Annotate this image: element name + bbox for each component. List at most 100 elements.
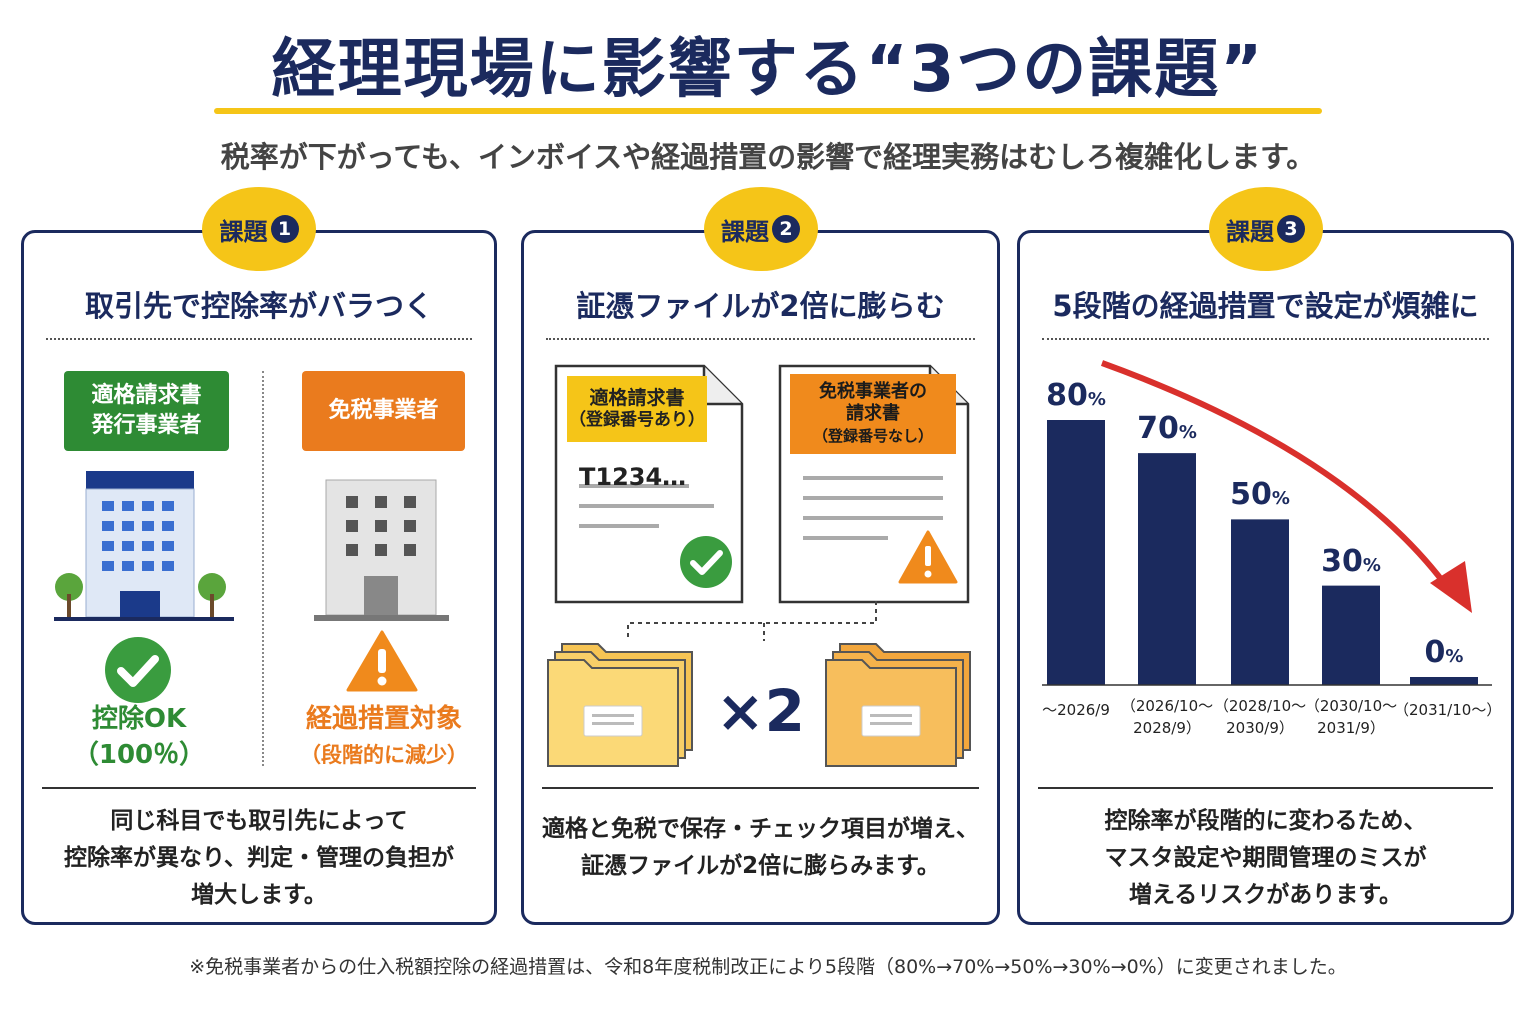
bar-value-label: 30%	[1306, 544, 1396, 579]
desc-line: 控除率が異なり、判定・管理の負担が	[63, 845, 455, 871]
dotted-divider	[1042, 338, 1489, 340]
issue-panel-1: 課題 1 取引先で控除率がバラつく 適格請求書 発行事業者 免税事業者	[21, 187, 497, 925]
bar-value: 50	[1230, 477, 1272, 513]
x-tick-label: ～2026/9	[1026, 699, 1126, 721]
footnote: ※免税事業者からの仕入税額控除の経過措置は、令和8年度税制改正により5段階（80…	[189, 956, 1347, 978]
issue-badge-1: 課題 1	[202, 187, 316, 271]
x-tick-line: 2031/9）	[1317, 719, 1385, 737]
panel-heading: 取引先で控除率がバラつく	[84, 289, 433, 323]
dotted-divider	[46, 338, 472, 340]
issue-panel-3: 課題 3 5段階の経過措置で設定が煩雑に 80% ～2026/9 70% （2026/…	[1017, 187, 1517, 925]
desc-line: 増大します。	[191, 882, 327, 908]
folder-stack-icon	[547, 643, 693, 767]
bar-value-unit: %	[1087, 389, 1106, 410]
tag-line: 発行事業者	[91, 413, 202, 438]
label-line: （段階的に減少）	[300, 743, 468, 767]
section-divider	[1038, 787, 1493, 789]
panel-heading: 証憑ファイルが2倍に膨らむ	[576, 289, 945, 323]
bar-value-label: 70%	[1122, 411, 1212, 446]
issue-panel-2: 課題 2 証憑ファイルが2倍に膨らむ 適格請求書 （登録番号あり） T1234……	[521, 187, 1000, 925]
panel-description: 適格と免税で保存・チェック項目が増え、 証憑ファイルが2倍に膨らみます。	[534, 811, 987, 885]
doc-title-line: （登録番号なし）	[812, 427, 933, 445]
issue-badge-2: 課題 2	[703, 187, 818, 271]
panel-description: 控除率が段階的に変わるため、 マスタ設定や期間管理のミスが 増えるリスクがありま…	[1030, 803, 1501, 914]
desc-line: 証憑ファイルが2倍に膨らみます。	[581, 853, 940, 879]
doc1-title: 適格請求書 （登録番号あり）	[567, 376, 707, 442]
bar-value-unit: %	[1445, 646, 1464, 667]
badge-label: 課題	[1226, 217, 1274, 246]
bar-value-label: 50%	[1215, 477, 1305, 512]
doc-title-line: 免税事業者の	[819, 381, 927, 402]
arrow-head	[1430, 561, 1472, 613]
label-line: 控除OK	[91, 704, 187, 734]
desc-line: 同じ科目でも取引先によって	[110, 808, 408, 834]
check-circle-icon	[105, 637, 171, 703]
x-tick-line: （2030/10～	[1304, 697, 1398, 715]
deduction-ok-label: 控除OK （100％）	[44, 701, 234, 773]
doc-title-line: 適格請求書	[589, 387, 685, 409]
chart-svg	[1042, 360, 1492, 686]
downward-trend-arrow	[1100, 360, 1453, 593]
gray-building-icon	[314, 479, 449, 621]
section-divider	[542, 787, 979, 789]
tax-exempt-tag: 免税事業者	[302, 371, 465, 451]
x-tick-label: （2030/10～ 2031/9）	[1301, 695, 1401, 739]
qualified-issuer-tag: 適格請求書 発行事業者	[64, 371, 229, 451]
dotted-divider	[546, 338, 975, 340]
panel-description: 同じ科目でも取引先によって 控除率が異なり、判定・管理の負担が 増大します。	[34, 803, 484, 914]
badge-number: 1	[270, 215, 299, 243]
doc2-title: 免税事業者の 請求書 （登録番号なし）	[790, 374, 956, 454]
badge-label: 課題	[219, 217, 268, 246]
deduction-rate-chart: 80% ～2026/9 70% （2026/10～ 2028/9） 50% （2028/10…	[1020, 233, 1517, 753]
section-divider	[42, 787, 476, 789]
transitional-measure-label: 経過措置対象 （段階的に減少）	[274, 701, 494, 773]
badge-number: 2	[772, 215, 800, 243]
panel-heading: 5段階の経過措置で設定が煩雑に	[1052, 289, 1479, 323]
bar-value-unit: %	[1271, 488, 1290, 510]
x-tick-label: （2031/10～）	[1394, 699, 1502, 721]
label-line: （100％）	[72, 740, 206, 770]
x-tick-line: 2028/9）	[1133, 719, 1201, 737]
label-line: 経過措置対象	[305, 704, 462, 734]
desc-line: 適格と免税で保存・チェック項目が増え、	[542, 816, 979, 842]
tag-line: 適格請求書	[91, 383, 202, 408]
chart-bar	[1231, 519, 1289, 685]
page-title: 経理現場に影響する“3つの課題”	[271, 33, 1265, 107]
bar-value-label: 80%	[1031, 378, 1121, 413]
doc-title-line: 請求書	[846, 403, 900, 424]
desc-line: 控除率が段階的に変わるため、	[1104, 808, 1427, 834]
title-underline	[214, 108, 1322, 114]
x-tick-line: ～2026/9	[1042, 701, 1110, 719]
bar-value-unit: %	[1362, 554, 1381, 576]
bar-value-label: 0%	[1399, 635, 1489, 670]
folder-stack-icon-2	[825, 643, 971, 767]
multiplier-label: ×2	[716, 677, 805, 745]
page-subtitle: 税率が下がっても、インボイスや経過措置の影響で経理実務はむしろ複雑化します。	[220, 140, 1316, 174]
chart-bar	[1322, 585, 1380, 685]
bar-value: 80	[1046, 378, 1088, 413]
badge-number: 3	[1277, 215, 1305, 243]
x-tick-line: （2031/10～）	[1394, 701, 1502, 719]
issue-badge-3: 課題 3	[1208, 187, 1323, 271]
chart-bar	[1410, 677, 1478, 685]
blue-building-icon	[54, 471, 234, 621]
warning-icon	[346, 630, 418, 692]
chart-bar	[1138, 453, 1196, 685]
x-tick-line: 2030/9）	[1226, 719, 1294, 737]
bar-value: 30	[1321, 543, 1363, 579]
x-tick-line: （2026/10～	[1120, 697, 1214, 715]
bar-value: 0	[1424, 635, 1446, 670]
x-tick-label: （2028/10～ 2030/9）	[1210, 695, 1310, 739]
doc-title-line: （登録番号あり）	[569, 410, 705, 430]
x-tick-line: （2028/10～	[1213, 697, 1307, 715]
vertical-divider	[262, 371, 264, 766]
bar-value: 70	[1137, 411, 1179, 447]
bar-value-unit: %	[1178, 422, 1197, 444]
registration-number: T1234…	[579, 463, 687, 491]
badge-label: 課題	[721, 217, 769, 246]
desc-line: 増えるリスクがあります。	[1128, 882, 1402, 908]
x-tick-label: （2026/10～ 2028/9）	[1117, 695, 1217, 739]
dashed-connector	[627, 601, 877, 641]
chart-bar	[1047, 420, 1105, 685]
desc-line: マスタ設定や期間管理のミスが	[1104, 845, 1427, 871]
